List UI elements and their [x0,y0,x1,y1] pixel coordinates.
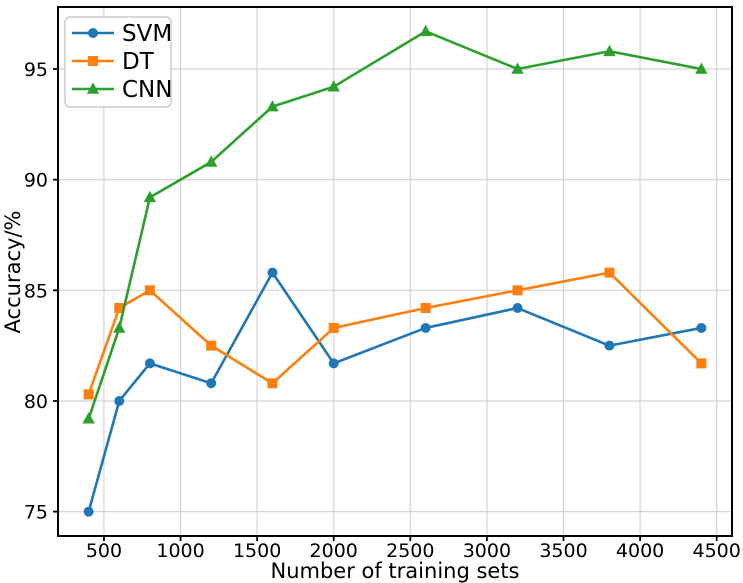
x-tick-label: 4000 [616,540,664,562]
series-cnn-triangle-marker [82,412,95,424]
x-tick-label: 3500 [539,540,587,562]
series-svm-circle-marker [328,358,339,369]
series-svm-circle-marker [512,303,523,314]
series-dt-square-marker [83,389,94,400]
series-svm-circle-marker [144,358,155,369]
series-dt-square-marker [144,285,155,296]
series-cnn-triangle-marker [266,100,279,112]
y-tick-label: 90 [24,170,48,192]
y-axis-label: Accuracy/% [1,211,25,334]
axis-ticks [53,68,718,541]
x-tick-label: 1000 [156,540,204,562]
x-tick-label: 3000 [463,540,511,562]
legend-item-dt: DT [72,49,155,75]
legend-dt-square-marker [88,56,98,66]
series-dt-square-marker [114,303,125,314]
gridlines [58,7,732,536]
legend-item-svm: SVM [72,21,172,47]
plot-border [57,6,733,537]
series-dt-square-marker [420,303,431,314]
y-tick-label: 75 [24,502,48,524]
y-tick-label: 80 [24,391,48,413]
series-svm-circle-marker [114,395,125,406]
series-svm-circle-marker [604,340,615,351]
legend-label: CNN [122,77,172,103]
series-svm-circle-marker [206,378,217,389]
legend-item-cnn: CNN [72,77,172,103]
x-axis-label: Number of training sets [270,559,519,583]
series-svm [83,267,707,517]
series-cnn-triangle-marker [204,155,218,167]
y-tick-label: 95 [24,59,48,81]
series-svm-circle-marker [83,506,94,517]
x-tick-label: 2000 [310,540,358,562]
series-cnn-triangle-marker [143,190,157,203]
series-dt-square-marker [206,340,217,351]
series-dt [83,267,707,400]
series-svm-circle-marker [420,322,431,333]
series-cnn-triangle-marker [113,321,126,333]
series-dt-square-marker [604,267,615,278]
series-dt-line [87,271,703,395]
series-dt-square-marker [328,322,339,333]
series-cnn-triangle-marker [419,24,432,37]
series-cnn-triangle-marker [511,62,524,74]
legend-box [64,16,172,108]
series-cnn [82,24,708,424]
tick-labels: 500 1000 1500 2000 2500 3000 3500 4000 4500 75 80 8… [24,59,741,562]
series-cnn-triangle-marker [327,80,340,92]
x-tick-label: 2500 [386,540,434,562]
y-tick-label: 85 [24,280,48,302]
series-cnn-line [87,30,702,420]
x-tick-label: 500 [86,540,122,562]
data-series [82,24,708,517]
legend-label: SVM [122,21,172,47]
series-svm-line [87,271,702,512]
legend-cnn-triangle-marker [86,82,100,94]
series-dt-square-marker [267,378,278,389]
series-cnn-triangle-marker [603,44,616,57]
x-tick-label: 1500 [233,540,281,562]
series-svm-circle-marker [267,267,278,278]
series-dt-square-marker [512,285,523,296]
legend-label: DT [122,49,155,75]
legend-svm-circle-marker [88,28,98,38]
x-tick-label: 4500 [693,540,741,562]
series-dt-square-marker [696,358,707,369]
series-cnn-triangle-marker [695,62,708,74]
series-svm-circle-marker [696,322,707,333]
